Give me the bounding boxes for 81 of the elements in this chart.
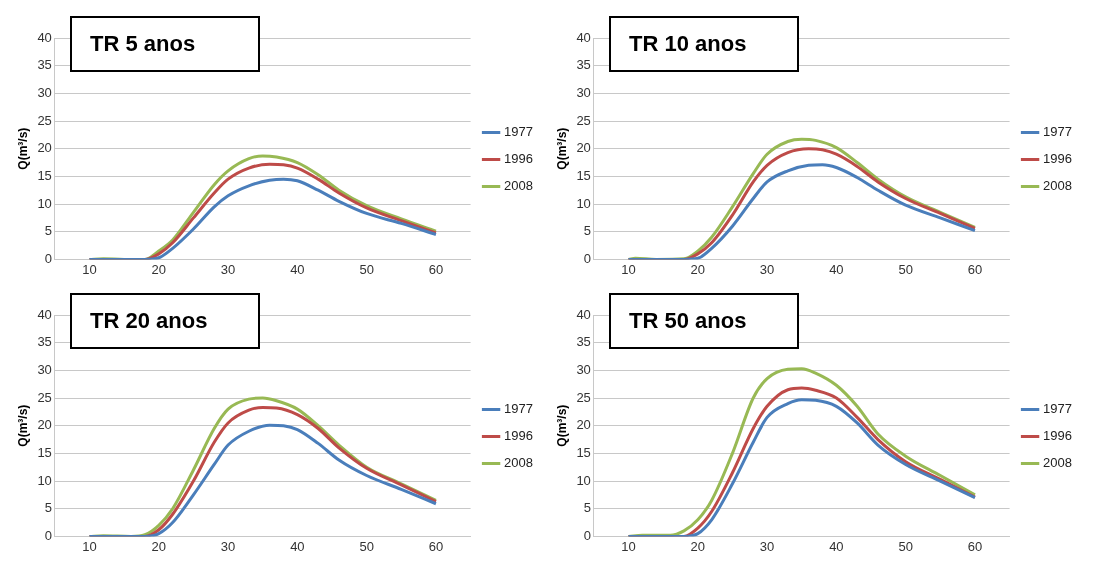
legend-label: 2008 [1043,455,1072,471]
legend-label: 2008 [504,178,533,194]
x-tick-label: 20 [151,261,167,277]
y-tick-label: 35 [576,57,591,73]
x-tick-label: 60 [967,538,983,554]
y-tick-label: 20 [576,417,591,433]
y-tick-label: 20 [37,140,52,156]
y-tick-label: 15 [37,167,52,183]
y-tick-label: 25 [37,389,52,405]
y-tick-label: 25 [37,112,52,128]
y-tick-label: 15 [576,444,591,460]
legend-label: 1977 [504,401,533,417]
y-tick-label: 10 [37,472,52,488]
y-tick-label: 0 [583,527,591,543]
title-box: TR 10 anos [609,16,799,72]
x-tick-label: 50 [359,538,374,554]
y-tick-label: 40 [576,29,591,45]
x-tick-label: 60 [428,538,444,554]
line-series [88,177,438,260]
y-tick-label: 5 [583,500,591,516]
y-tick-label: 25 [576,112,591,128]
y-tick-label: 0 [44,527,52,543]
y-tick-label: 20 [576,140,591,156]
y-tick-label: 20 [37,417,52,433]
y-tick-label: 0 [583,250,591,266]
legend-label: 1977 [1043,124,1072,140]
y-tick-label: 10 [576,472,591,488]
y-tick-label: 10 [576,195,591,211]
x-tick-label: 20 [690,261,706,277]
x-tick-label: 20 [690,538,706,554]
x-tick-label: 60 [967,261,983,277]
y-tick-label: 10 [37,195,52,211]
y-tick-label: 0 [44,250,52,266]
y-tick-label: 35 [37,57,52,73]
title-box: TR 20 anos [70,293,260,349]
y-tick-label: 15 [37,444,52,460]
x-tick-label: 30 [220,261,236,277]
x-tick-label: 30 [220,538,236,554]
y-tick-label: 30 [37,84,52,100]
x-tick-label: 40 [290,261,305,277]
x-tick-label: 60 [428,261,444,277]
x-tick-label: 20 [151,538,167,554]
y-tick-label: 35 [37,334,52,350]
y-tick-label: 35 [576,334,591,350]
x-tick-label: 50 [898,261,913,277]
y-tick-label: 5 [44,223,52,239]
y-tick-label: 40 [576,306,591,322]
x-tick-label: 50 [359,261,374,277]
legend-label: 2008 [504,455,533,471]
title-box: TR 5 anos [70,16,260,72]
legend-label: 1996 [504,428,533,444]
legend-label: 1996 [1043,428,1072,444]
y-axis-title: Q(m³/s) [554,404,569,447]
y-axis-title: Q(m³/s) [15,127,30,170]
y-tick-label: 30 [576,361,591,377]
y-tick-label: 40 [37,306,52,322]
x-tick-label: 40 [829,538,844,554]
y-axis-title: Q(m³/s) [554,127,569,170]
x-tick-label: 50 [898,538,913,554]
y-tick-label: 15 [576,167,591,183]
x-tick-label: 30 [759,261,775,277]
legend-label: 1977 [504,124,533,140]
y-tick-label: 30 [37,361,52,377]
x-tick-label: 40 [290,538,305,554]
x-tick-label: 30 [759,538,775,554]
legend-label: 1977 [1043,401,1072,417]
x-tick-label: 10 [82,538,97,554]
x-tick-label: 40 [829,261,844,277]
y-axis-title: Q(m³/s) [15,404,30,447]
x-tick-label: 10 [621,261,636,277]
y-tick-label: 30 [576,84,591,100]
x-tick-label: 10 [82,261,97,277]
title-box: TR 50 anos [609,293,799,349]
legend-label: 1996 [1043,151,1072,167]
x-tick-label: 10 [621,538,636,554]
y-tick-label: 5 [583,223,591,239]
y-tick-label: 40 [37,29,52,45]
y-tick-label: 25 [576,389,591,405]
legend-label: 1996 [504,151,533,167]
y-tick-label: 5 [44,500,52,516]
legend-label: 2008 [1043,178,1072,194]
